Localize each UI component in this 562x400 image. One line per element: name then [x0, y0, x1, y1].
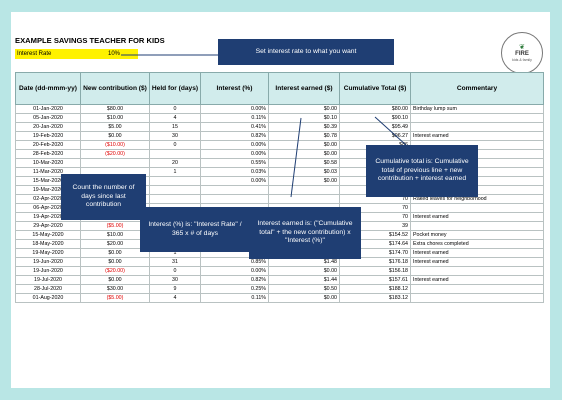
header-held: Held for (days)	[149, 72, 201, 105]
spreadsheet-image: EXAMPLE SAVINGS TEACHER FOR KIDS Interes…	[11, 12, 550, 388]
table-row: 01-Aug-2020 ($5.00) 4 0.11% $0.00 $183.12	[15, 293, 544, 303]
callout-days: Count the number of days since last cont…	[61, 174, 146, 220]
logo-tagline: kids & family	[512, 57, 532, 62]
callout-set-rate: Set interest rate to what you want	[218, 39, 394, 65]
header-commentary: Commentary	[410, 72, 544, 105]
callout-interest-percent: Interest (%) is: "Interest Rate" / 365 x…	[140, 207, 250, 252]
callout-cumulative: Cumulative total is: Cumulative total of…	[366, 145, 478, 197]
leaf-icon: ❦	[519, 44, 525, 52]
page-title: EXAMPLE SAVINGS TEACHER FOR KIDS	[15, 36, 165, 45]
table-row: 05-Jan-2020 $10.00 4 0.11% $0.10 $90.10	[15, 113, 544, 123]
logo-text: FIRE	[515, 51, 529, 58]
table-row: 01-Jan-2020 $80.00 0 0.00% $0.00 $80.00 Birthd…	[15, 104, 544, 114]
header-cumulative: Cumulative Total ($)	[339, 72, 411, 105]
commentary-cell	[410, 293, 544, 303]
table-row: 19-Jun-2020 ($20.00) 0 0.00% $0.00 $156.18	[15, 266, 544, 276]
interest-rate-row: Interest Rate 10%	[15, 49, 138, 59]
interest-rate-label: Interest Rate	[17, 51, 52, 57]
interest-rate-value: 10%	[108, 51, 121, 57]
callout-interest-earned: Interest earned is: ("Cumulative total" …	[249, 207, 361, 259]
